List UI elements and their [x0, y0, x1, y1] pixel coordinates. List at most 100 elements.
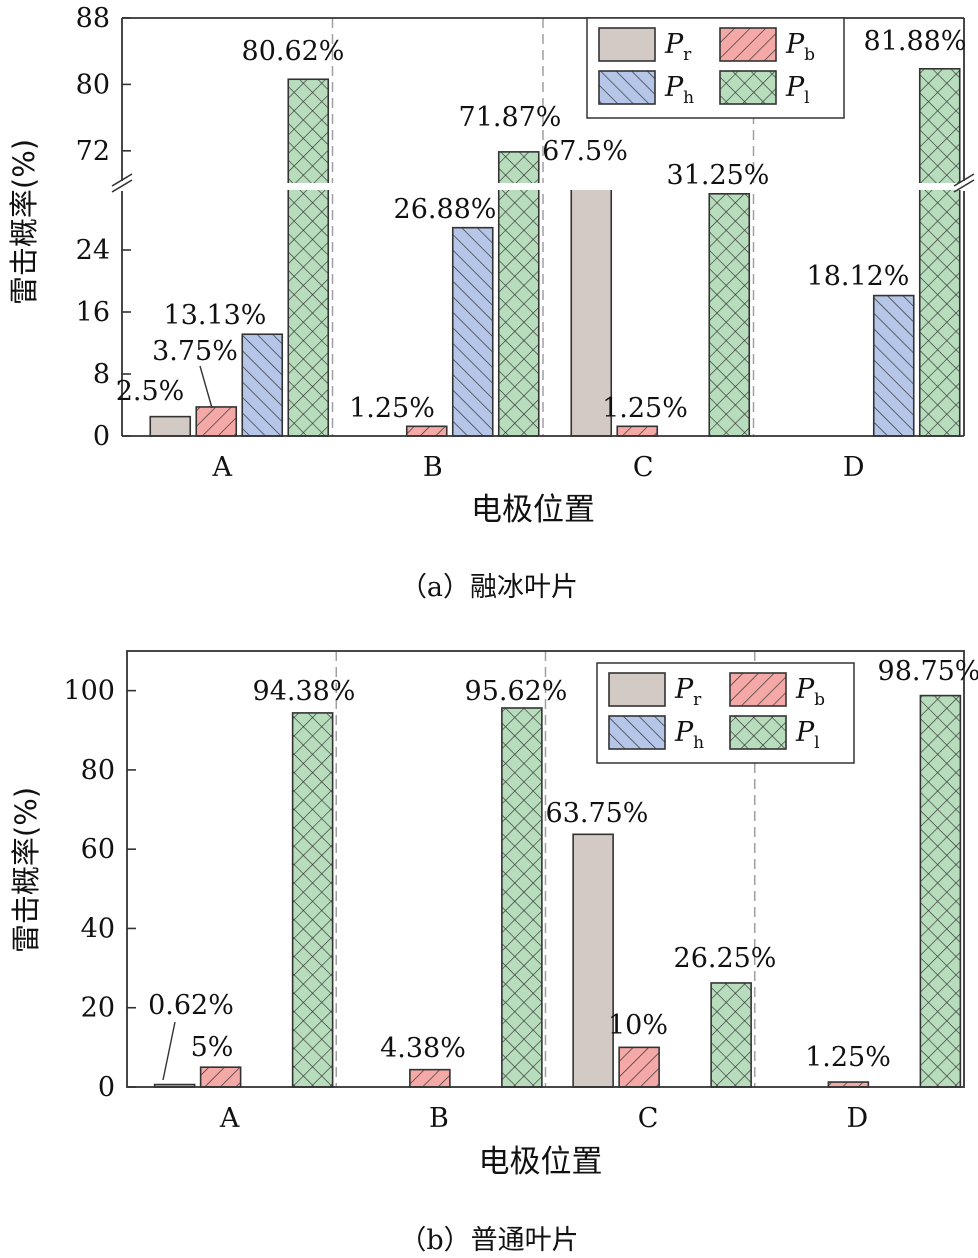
- chart-a-legend-swatch-Pr-outline: [598, 27, 656, 62]
- chart-b-xtick-label-C: C: [638, 1103, 659, 1134]
- chart-a-leader-Pb-A: [199, 365, 213, 409]
- chart-b-bar-Pb-A-hatch: [200, 1067, 241, 1087]
- chart-a-label-Ph-A: 13.13%: [164, 300, 267, 331]
- chart-b-bar-Pb-B-hatch: [409, 1069, 450, 1087]
- chart-b-label-Pl-C: 26.25%: [674, 943, 777, 974]
- chart-a-bar-Ph-B-hatch: [452, 227, 493, 436]
- chart-a-bar-Pl-A-hatch: [288, 79, 329, 436]
- chart-b-ytick-label-20: 20: [81, 993, 115, 1024]
- chart-a-bar-Ph-B: [451, 226, 494, 437]
- chart-b-bar-Pr-A-fill: [154, 1084, 195, 1087]
- chart-a-bar-Pl-C: [708, 193, 751, 437]
- chart-a-label-Pb-B: 1.25%: [349, 393, 435, 424]
- chart-a-xtick-label-A: A: [212, 452, 233, 483]
- chart-a-bar-Pb-C-hatch: [617, 426, 658, 436]
- chart-a-ytick-label-16: 16: [76, 297, 110, 328]
- chart-a-ylabel: 雷击概率(%): [7, 139, 41, 305]
- chart-b-bar-Pb-D-hatch: [828, 1082, 869, 1087]
- chart-a-legend-swatch-Pb-hatch: [720, 28, 776, 61]
- chart-a-bar-Pr-A: [149, 415, 192, 437]
- chart-b-bar-Pl-B-hatch: [501, 707, 542, 1087]
- chart-a-legend-swatch-Pl-outline: [719, 70, 777, 105]
- chart-b-label-Pl-B: 95.62%: [465, 676, 568, 707]
- chart-b-ytick-label-80: 80: [81, 755, 115, 786]
- chart-a-ytick-label-88: 88: [76, 3, 110, 34]
- chart-a-bar-Pr-A-fill: [150, 416, 191, 436]
- chart-a-ytick-label-0: 0: [93, 421, 110, 452]
- chart-b-bar-Pr-C: [572, 833, 614, 1088]
- chart-b-legend-swatch-Ph: [608, 715, 666, 750]
- chart-b-legend-swatch-Pl-hatch: [730, 716, 786, 749]
- chart-a-bar-Pl-C-hatch: [709, 193, 750, 436]
- chart-a-label-Pr-C: 67.5%: [542, 136, 628, 167]
- chart-a-ytick-label-72: 72: [76, 136, 110, 167]
- chart-b-bar-Pb-C: [618, 1046, 660, 1088]
- chart-b-legend-swatch-Pr-outline: [608, 672, 666, 707]
- chart-a-break-mark-left-1: [111, 179, 133, 193]
- chart-a-label-Pl-B: 71.87%: [459, 102, 562, 133]
- chart-b-bar-Pl-B: [501, 707, 543, 1088]
- chart-b-bar-Pr-C-fill: [573, 834, 614, 1087]
- chart-a-bar-Ph-D-hatch: [873, 295, 914, 436]
- chart-b-xlabel: 电极位置: [479, 1144, 603, 1180]
- chart-b-ytick-label-0: 0: [98, 1072, 115, 1103]
- chart-b-label-Pb-D: 1.25%: [805, 1042, 891, 1073]
- chart-a-ytick-label-80: 80: [76, 69, 110, 100]
- chart-b-label-Pb-C: 10%: [608, 1010, 668, 1041]
- chart-a-bar-Ph-D: [872, 294, 915, 437]
- chart-a-bar-Pl-D: [918, 67, 961, 437]
- chart-a-bar-Pl-A: [287, 78, 330, 437]
- chart-a-xlabel: 电极位置: [471, 492, 595, 528]
- chart-b: 0 20 40 60 80 100 A B C D 电极位置 雷击概率(%) 0.62% 63.75% 5%…: [9, 650, 978, 1180]
- chart-b-legend-swatch-Pr-fill: [609, 673, 665, 706]
- chart-b-leader-Pr-A: [162, 1021, 176, 1081]
- chart-a-bar-Ph-A-hatch: [242, 334, 283, 436]
- chart-b-bar-Pl-C-hatch: [711, 982, 752, 1087]
- chart-a-legend-swatch-Ph-outline: [598, 70, 656, 105]
- chart-a-legend-swatch-Pr: [598, 27, 656, 62]
- chart-b-label-Pr-C: 63.75%: [546, 798, 649, 829]
- chart-a-label-Ph-D: 18.12%: [807, 261, 910, 292]
- chart-b-bar-Pl-D-hatch: [920, 695, 961, 1087]
- chart-b-label-Pb-A: 5%: [191, 1032, 234, 1063]
- chart-a-break-mark-right-1: [953, 179, 975, 193]
- chart-b-bar-Pl-A: [291, 712, 334, 1088]
- chart-a-label-Pb-A: 3.75%: [152, 336, 238, 367]
- chart-a-bar-Pl-D-hatch: [919, 68, 960, 437]
- caption-a: （a）融冰叶片: [399, 572, 579, 603]
- chart-a-label-Pb-C: 1.25%: [602, 393, 688, 424]
- chart-b-xtick-label-A: A: [219, 1103, 240, 1134]
- chart-b-ylabel: 雷击概率(%): [9, 787, 43, 953]
- chart-b-xtick-label-B: B: [429, 1103, 449, 1134]
- chart-a-label-Ph-B: 26.88%: [394, 194, 497, 225]
- chart-b-xtick-label-D: D: [847, 1103, 869, 1134]
- chart-a-legend-label-Pr: Pr: [664, 29, 692, 65]
- chart-a: 0 8 16 24 72 80 88 A B C D 电极位置 雷击概率(%) 2.5% 67.5% 3.75…: [7, 3, 975, 528]
- chart-a-bar-Pl-B: [497, 151, 540, 437]
- chart-b-label-Pl-D: 98.75%: [878, 656, 978, 687]
- chart-a-bar-Pb-A-hatch: [196, 406, 237, 436]
- chart-a-ytick-label-8: 8: [93, 359, 110, 390]
- chart-b-legend-swatch-Pl: [729, 715, 787, 750]
- chart-b-bar-Pb-B: [409, 1068, 451, 1088]
- chart-b-frame: [126, 650, 965, 1088]
- chart-a-legend-swatch-Pl-hatch: [720, 71, 776, 104]
- chart-b-ytick-label-100: 100: [63, 676, 115, 707]
- chart-a-bar-Pb-B: [405, 425, 448, 437]
- chart-a-bar-Pr-C-fill: [571, 186, 612, 436]
- chart-b-legend-swatch-Ph-outline: [608, 715, 666, 750]
- chart-b-ytick-label-40: 40: [81, 913, 115, 944]
- chart-a-bar-Pb-C: [616, 425, 659, 437]
- chart-a-bar-Pb-B-hatch: [406, 426, 447, 436]
- chart-b-bar-Pl-D: [919, 694, 962, 1088]
- chart-a-xtick-label-B: B: [423, 452, 443, 483]
- chart-b-label-Pr-A: 0.62%: [148, 990, 234, 1021]
- chart-a-break-gap: [102, 183, 974, 190]
- chart-b-legend-swatch-Pb-hatch: [730, 673, 786, 706]
- chart-b-label-Pb-B: 4.38%: [380, 1033, 466, 1064]
- chart-b-legend-swatch-Pl-outline: [729, 715, 787, 750]
- chart-a-legend-swatch-Ph-hatch: [599, 71, 655, 104]
- chart-a-ytick-label-24: 24: [76, 235, 110, 266]
- chart-a-label-Pl-A: 80.62%: [242, 36, 345, 67]
